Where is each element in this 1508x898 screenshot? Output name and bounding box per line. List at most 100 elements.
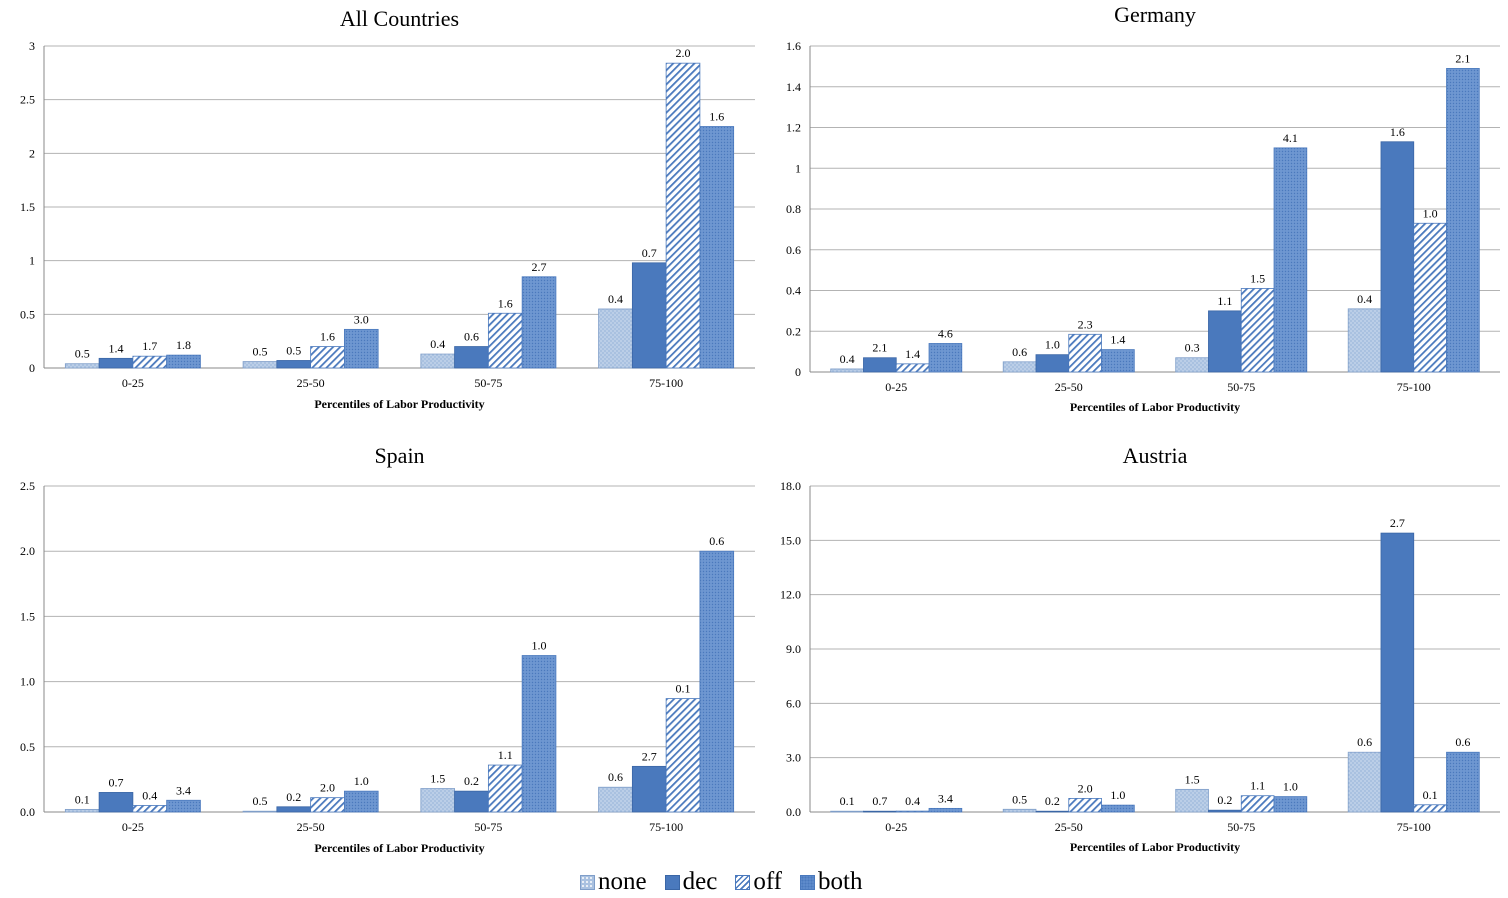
legend-item-none: none: [580, 868, 647, 896]
bar-dec: [454, 790, 489, 813]
bar-dec: [631, 765, 667, 813]
data-label-none: 0.5: [75, 347, 90, 361]
x-category-label: 0-25: [885, 380, 907, 394]
data-label-dec: 0.2: [1217, 793, 1232, 807]
data-label-dec: 0.7: [642, 246, 657, 260]
y-tick-label: 1.2: [786, 121, 801, 135]
y-tick-label: 2.5: [20, 93, 35, 107]
data-label-off: 1.6: [498, 296, 513, 310]
chart-title: Austria: [1123, 443, 1188, 468]
x-category-label: 50-75: [474, 376, 502, 390]
bar-none: [830, 810, 864, 813]
bar-dec: [863, 810, 897, 813]
y-tick-label: 2: [29, 146, 35, 160]
x-category-label: 50-75: [474, 820, 502, 834]
bar-none: [1175, 357, 1209, 373]
bar-off: [132, 355, 168, 369]
y-tick-label: 15.0: [780, 533, 801, 547]
data-label-off: 0.4: [142, 788, 157, 802]
data-label-dec: 0.2: [286, 790, 301, 804]
bar-both: [699, 126, 735, 369]
x-category-label: 25-50: [1055, 820, 1083, 834]
bar-dec: [863, 357, 897, 373]
bar-dec: [276, 806, 312, 813]
bar-both: [1273, 796, 1308, 813]
bar-none: [830, 368, 864, 373]
bar-both: [1101, 349, 1135, 373]
data-label-off: 2.0: [320, 781, 335, 795]
bar-off: [1240, 795, 1275, 813]
data-label-both: 0.6: [1455, 735, 1470, 749]
bar-none: [1175, 788, 1209, 813]
bar-off: [310, 797, 345, 813]
data-label-none: 0.1: [840, 794, 855, 808]
y-tick-label: 1.6: [786, 39, 801, 53]
bar-dec: [1208, 809, 1242, 813]
y-tick-label: 2.0: [20, 544, 35, 558]
data-label-both: 2.1: [1455, 51, 1470, 65]
chart-panel-austria: Austria 0.0 3.0 6.0 9.0 12.0 15.0 18.0 0.1 0.7 0.4…: [780, 443, 1500, 854]
x-axis-title: Percentiles of Labor Productivity: [314, 841, 484, 855]
data-label-none: 0.5: [1012, 792, 1027, 806]
bar-none: [242, 810, 278, 813]
bar-both: [1101, 804, 1135, 813]
bar-both: [343, 790, 379, 813]
data-label-off: 1.6: [320, 330, 335, 344]
bar-dec: [98, 357, 134, 369]
data-label-none: 0.4: [1357, 292, 1372, 306]
bar-none: [1347, 751, 1382, 813]
y-tick-label: 12.0: [780, 588, 801, 602]
bar-none: [598, 308, 633, 369]
x-category-label: 25-50: [297, 820, 325, 834]
bar-off: [310, 346, 345, 369]
y-tick-label: 1: [795, 161, 801, 175]
data-label-none: 0.1: [75, 792, 90, 806]
bar-none: [64, 808, 100, 813]
data-label-none: 1.5: [1185, 772, 1200, 786]
data-label-none: 0.5: [252, 794, 267, 808]
chart-panel-all-countries: All Countries 0 0.5 1 1.5 2 2.5 3 0.5 1.4 1.7 1.8 0-…: [20, 6, 755, 411]
bar-both: [1273, 147, 1308, 373]
data-label-dec: 0.7: [108, 775, 123, 789]
data-label-both: 1.0: [354, 774, 369, 788]
bar-off: [665, 698, 701, 813]
bar-both: [521, 276, 557, 369]
data-label-dec: 1.6: [1390, 125, 1405, 139]
bar-off: [1413, 804, 1447, 813]
data-label-both: 3.0: [354, 312, 369, 326]
legend-swatch-off: [735, 874, 751, 890]
bar-off: [1240, 288, 1275, 373]
bar-both: [1446, 751, 1480, 813]
bar-off: [487, 312, 523, 369]
data-label-dec: 1.1: [1217, 294, 1232, 308]
bar-off: [487, 764, 523, 813]
chart-title: Germany: [1114, 2, 1196, 27]
data-label-off: 2.0: [676, 46, 691, 60]
y-tick-label: 18.0: [780, 479, 801, 493]
chart-title: All Countries: [340, 6, 459, 31]
data-label-off: 1.4: [905, 347, 920, 361]
x-category-label: 0-25: [122, 820, 144, 834]
data-label-off: 0.1: [1423, 788, 1438, 802]
bar-both: [928, 343, 963, 373]
data-label-off: 1.1: [1250, 779, 1265, 793]
y-tick-label: 1.4: [786, 80, 801, 94]
y-tick-label: 1: [29, 254, 35, 268]
data-label-none: 0.5: [252, 345, 267, 359]
bar-none: [420, 788, 456, 813]
data-label-both: 1.0: [1110, 788, 1125, 802]
y-tick-label: 0: [795, 365, 801, 379]
data-label-off: 1.0: [1423, 206, 1438, 220]
x-category-label: 75-100: [649, 376, 683, 390]
data-label-none: 0.3: [1185, 341, 1200, 355]
bar-none: [598, 786, 633, 813]
y-tick-label: 2.5: [20, 479, 35, 493]
y-tick-label: 0.4: [786, 284, 801, 298]
data-label-both: 1.8: [176, 338, 191, 352]
bar-off: [1413, 222, 1447, 373]
data-label-dec: 0.7: [872, 794, 887, 808]
data-label-both: 3.4: [176, 783, 191, 797]
x-category-label: 50-75: [1227, 820, 1255, 834]
chart-legend: none dec off both: [580, 866, 862, 898]
